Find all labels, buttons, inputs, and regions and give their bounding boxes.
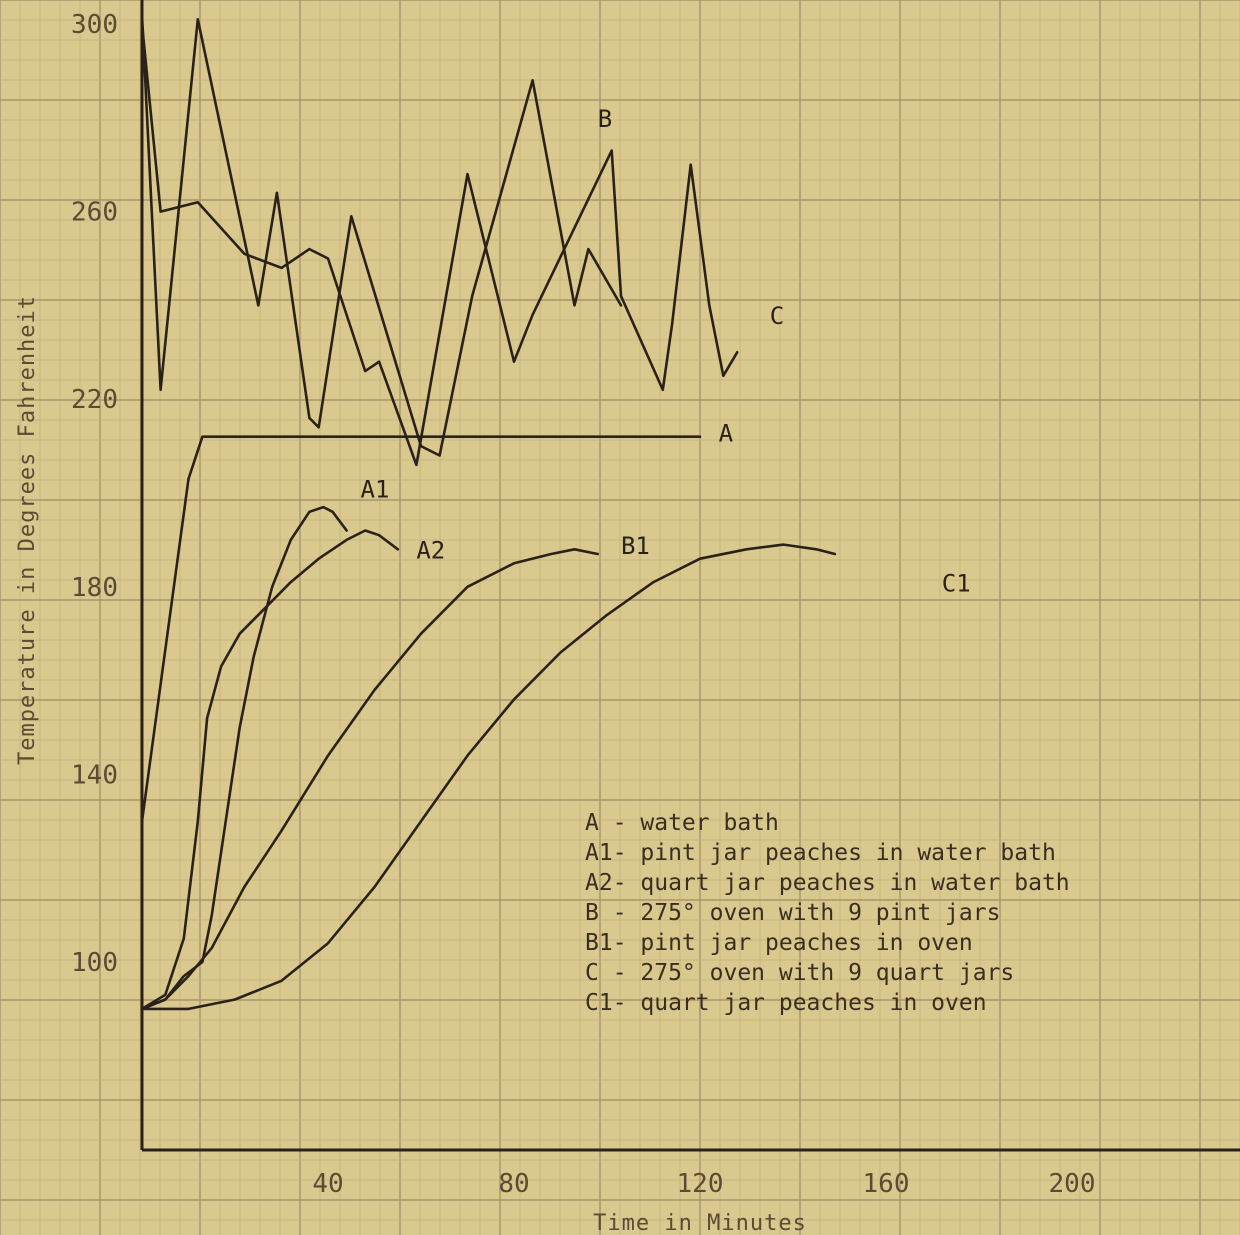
series-lines bbox=[140, 13, 837, 1011]
x-axis-title: Time in Minutes bbox=[593, 1211, 807, 1235]
curve-label-a2: A2 bbox=[416, 537, 445, 565]
y-tick-label: 100 bbox=[71, 948, 118, 978]
y-tick-label: 140 bbox=[71, 760, 118, 790]
series-line-c1 bbox=[140, 543, 837, 1011]
series-line-a bbox=[140, 435, 702, 823]
x-tick-label: 40 bbox=[312, 1169, 343, 1199]
x-tick-label: 160 bbox=[863, 1169, 910, 1199]
legend-entry: A1- pint jar peaches in water bath bbox=[585, 840, 1056, 866]
series-line-b1 bbox=[140, 548, 599, 1011]
curve-label-b1: B1 bbox=[621, 532, 650, 560]
curve-label-c: C bbox=[770, 302, 784, 330]
legend-entry: B1- pint jar peaches in oven bbox=[585, 930, 973, 956]
curve-label-a: A bbox=[719, 419, 734, 447]
series-line-c bbox=[140, 22, 739, 467]
series-line-a1 bbox=[140, 505, 348, 1011]
y-tick-label: 180 bbox=[71, 573, 118, 603]
series-line-b bbox=[140, 13, 623, 457]
x-tick-label: 200 bbox=[1049, 1169, 1096, 1199]
legend-entry: B - 275° oven with 9 pint jars bbox=[585, 900, 1000, 926]
curve-label-c1: C1 bbox=[942, 569, 971, 597]
y-tick-label: 220 bbox=[71, 385, 118, 415]
x-tick-label: 120 bbox=[677, 1169, 724, 1199]
curve-label-a1: A1 bbox=[361, 476, 390, 504]
x-tick-label: 80 bbox=[498, 1169, 529, 1199]
legend-entry: C1- quart jar peaches in oven bbox=[585, 990, 987, 1016]
series-line-a2 bbox=[140, 529, 400, 1011]
legend: A - water bath A1- pint jar peaches in w… bbox=[585, 810, 1070, 1016]
legend-entry: A - water bath bbox=[585, 810, 779, 836]
y-axis-title: Temperature in Degrees Fahrenheit bbox=[15, 295, 40, 765]
legend-entry: C - 275° oven with 9 quart jars bbox=[585, 960, 1014, 986]
legend-entry: A2- quart jar peaches in water bath bbox=[585, 870, 1070, 896]
curve-label-b: B bbox=[598, 105, 612, 133]
curve-labels: A A1 A2 B B1 C C1 bbox=[361, 105, 971, 597]
y-tick-label: 260 bbox=[71, 198, 118, 228]
y-tick-label: 300 bbox=[71, 10, 118, 40]
axes: 100 140 180 220 260 300 40 80 120 160 200 bbox=[71, 0, 1240, 1199]
